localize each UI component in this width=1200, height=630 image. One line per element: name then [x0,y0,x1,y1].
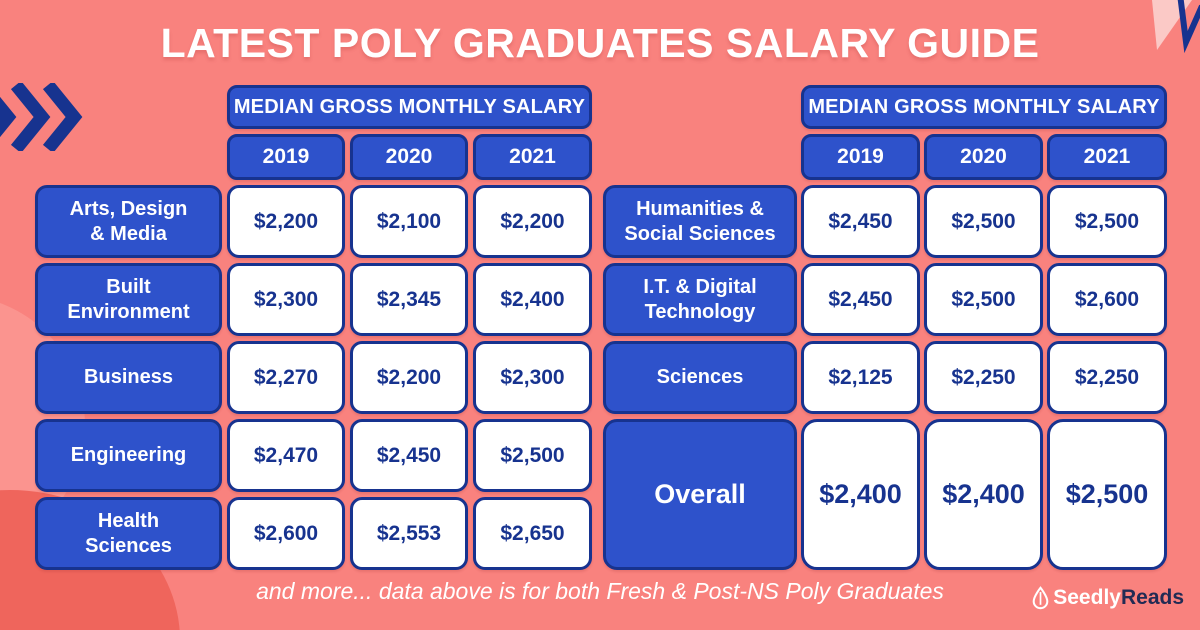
year-header-2019: 2019 [801,134,920,180]
table-header: MEDIAN GROSS MONTHLY SALARY [801,85,1167,129]
seed-droplet-icon [1032,586,1049,610]
year-header-2021: 2021 [473,134,592,180]
salary-value: $2,250 [924,341,1043,414]
seedly-reads-logo: Seedly Reads [1032,586,1184,610]
salary-value: $2,500 [473,419,592,492]
salary-value: $2,125 [801,341,920,414]
salary-value: $2,200 [473,185,592,258]
category-label: Sciences [603,341,797,414]
salary-value: $2,400 [473,263,592,336]
salary-value: $2,500 [1047,185,1167,258]
category-label: Overall [603,419,797,570]
salary-value: $2,500 [1047,419,1167,570]
salary-value: $2,300 [473,341,592,414]
year-header-2020: 2020 [924,134,1043,180]
category-label: Arts, Design & Media [35,185,222,258]
category-label: Health Sciences [35,497,222,570]
logo-text-primary: Seedly [1053,586,1121,609]
double-chevron-icon [0,83,83,151]
salary-value: $2,400 [924,419,1043,570]
salary-value: $2,450 [801,185,920,258]
category-label: I.T. & Digital Technology [603,263,797,336]
salary-value: $2,400 [801,419,920,570]
footer-note: and more... data above is for both Fresh… [256,578,944,604]
salary-value: $2,500 [924,185,1043,258]
salary-value: $2,250 [1047,341,1167,414]
category-label: Built Environment [35,263,222,336]
salary-value: $2,470 [227,419,345,492]
salary-value: $2,650 [473,497,592,570]
year-header-2019: 2019 [227,134,345,180]
category-label: Engineering [35,419,222,492]
salary-value: $2,450 [801,263,920,336]
year-header-2021: 2021 [1047,134,1167,180]
salary-value: $2,600 [1047,263,1167,336]
salary-value: $2,600 [227,497,345,570]
category-label: Business [35,341,222,414]
table-header: MEDIAN GROSS MONTHLY SALARY [227,85,592,129]
logo-text-secondary: Reads [1120,586,1184,609]
salary-table-right: MEDIAN GROSS MONTHLY SALARY 2019 2020 2021 H… [603,85,1167,570]
category-label: Humanities & Social Sciences [603,185,797,258]
corner-triangle-decoration [1152,0,1200,54]
salary-value: $2,200 [227,185,345,258]
page-title: LATEST POLY GRADUATES SALARY GUIDE [160,20,1040,66]
salary-table-left: MEDIAN GROSS MONTHLY SALARY 2019 2020 2021 A… [35,85,592,570]
salary-value: $2,345 [350,263,468,336]
salary-value: $2,200 [350,341,468,414]
year-header-2020: 2020 [350,134,468,180]
salary-value: $2,300 [227,263,345,336]
salary-value: $2,553 [350,497,468,570]
salary-value: $2,500 [924,263,1043,336]
salary-value: $2,100 [350,185,468,258]
salary-value: $2,270 [227,341,345,414]
salary-value: $2,450 [350,419,468,492]
